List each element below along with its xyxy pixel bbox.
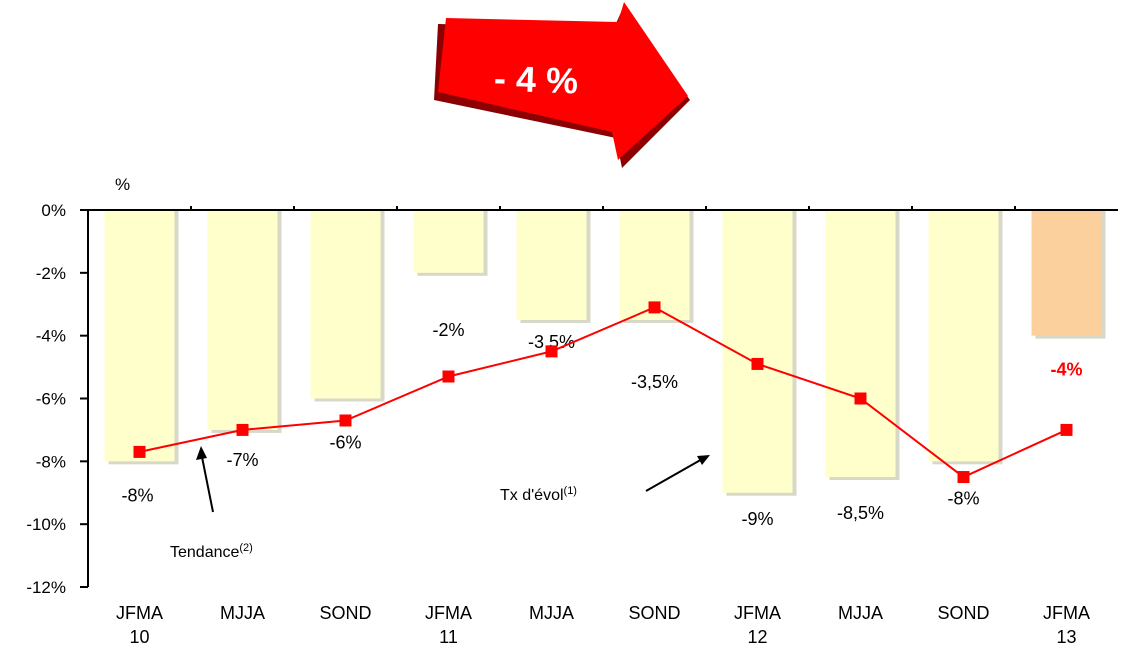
bar xyxy=(413,210,484,273)
x-tick-label-year: 10 xyxy=(129,627,149,647)
bar-value-label: -2% xyxy=(432,320,464,340)
bar xyxy=(310,210,381,399)
banner-label: - 4 % xyxy=(493,58,578,102)
annotation-tx-evol: Tx d'évol(1) xyxy=(500,455,710,504)
x-tick-label: MJJA xyxy=(838,603,883,623)
x-tick-label: JFMA xyxy=(425,603,472,623)
bar-value-label: -6% xyxy=(329,433,361,453)
y-tick-label: 0% xyxy=(41,201,66,220)
bar-value-label: -3,5% xyxy=(631,372,678,392)
x-tick-label: JFMA xyxy=(734,603,781,623)
bar xyxy=(825,210,896,478)
trend-line xyxy=(139,306,1067,479)
y-tick-label: -12% xyxy=(26,578,66,597)
decline-arrow-icon: - 4 % xyxy=(434,2,690,168)
trend-point xyxy=(442,370,455,383)
x-tick-label: SOND xyxy=(628,603,680,623)
bar xyxy=(104,210,175,462)
bar xyxy=(207,210,278,430)
x-tick-label-year: 13 xyxy=(1056,627,1076,647)
annotation-tendance-sup: (2) xyxy=(239,542,252,554)
svg-text:Tendance(2): Tendance(2) xyxy=(170,542,253,561)
annotation-tx-evol-text: Tx d'évol xyxy=(500,487,564,504)
trend-point xyxy=(957,471,970,484)
trend-point xyxy=(133,445,146,458)
bar-value-label: -8,5% xyxy=(837,503,884,523)
y-tick-label: -6% xyxy=(36,390,66,409)
annotation-tx-evol-sup: (1) xyxy=(564,485,577,497)
x-tick-label-year: 11 xyxy=(439,627,458,647)
x-tick-label: MJJA xyxy=(529,603,574,623)
trend-point xyxy=(1060,423,1073,436)
bar-value-label: -4% xyxy=(1050,360,1082,380)
annotation-tendance-text: Tendance xyxy=(170,544,239,561)
trend-point xyxy=(545,345,558,358)
y-tick-label: -4% xyxy=(36,327,66,346)
bar xyxy=(1031,210,1102,336)
svg-text:Tx d'évol(1): Tx d'évol(1) xyxy=(500,485,577,504)
x-tick-label: JFMA xyxy=(116,603,163,623)
x-tick-label: SOND xyxy=(319,603,371,623)
y-tick-label: -2% xyxy=(36,264,66,283)
bar xyxy=(516,210,587,320)
x-tick-label: SOND xyxy=(937,603,989,623)
x-tick-label: MJJA xyxy=(220,603,265,623)
trend-point xyxy=(854,392,867,405)
trend-point xyxy=(236,423,249,436)
y-tick-label: -10% xyxy=(26,515,66,534)
bar-value-label: -8% xyxy=(121,485,153,505)
trend-point xyxy=(648,301,661,314)
y-tick-label: -8% xyxy=(36,452,66,471)
x-tick-label-year: 12 xyxy=(747,627,767,647)
bar-value-label: -9% xyxy=(741,509,773,529)
x-tick-label: JFMA xyxy=(1043,603,1090,623)
trend-point xyxy=(751,357,764,370)
annotation-tendance: Tendance(2) xyxy=(170,446,253,561)
bar-value-label: -8% xyxy=(947,488,979,508)
bar-value-label: -7% xyxy=(226,450,258,470)
trend-point xyxy=(339,414,352,427)
bar xyxy=(928,210,999,462)
y-axis-label: % xyxy=(115,175,130,194)
